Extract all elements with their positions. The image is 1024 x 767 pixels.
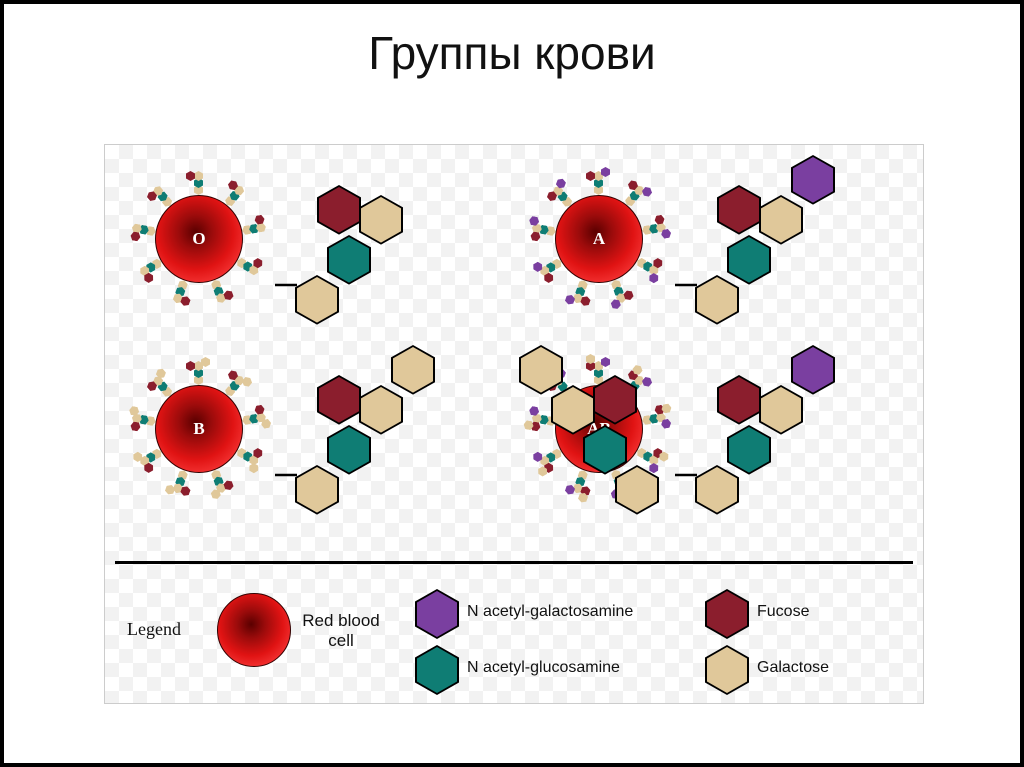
legend-label-glucosamine: N acetyl-glucosamine xyxy=(467,659,620,677)
legend-label-galactosamine: N acetyl-galactosamine xyxy=(467,603,633,621)
blood-group-A: A xyxy=(525,165,755,335)
rbc-A: A xyxy=(555,195,643,283)
legend-rbc-label: Red blood cell xyxy=(301,611,381,652)
antigen-chain-AB xyxy=(675,355,855,550)
rbc-B: B xyxy=(155,385,243,473)
legend-divider xyxy=(115,561,913,564)
legend-label-fucose: Fucose xyxy=(757,603,809,621)
antigen-chain-B xyxy=(275,355,455,550)
antigen-chain-A xyxy=(675,165,855,360)
legend-heading: Legend xyxy=(127,619,181,640)
rbc-O: O xyxy=(155,195,243,283)
blood-group-AB: AB xyxy=(525,355,755,525)
legend-rbc-swatch xyxy=(217,593,291,667)
slide-title: Группы крови xyxy=(4,26,1020,80)
blood-group-B: B xyxy=(125,355,355,525)
hex-galactose xyxy=(615,465,659,515)
hex-galactose xyxy=(519,345,563,395)
slide-root: Группы крови OABAB Legend Red blood cell… xyxy=(0,0,1024,767)
legend: Legend Red blood cell N acetyl-galactosa… xyxy=(105,575,923,695)
figure-frame: OABAB Legend Red blood cell N acetyl-gal… xyxy=(104,144,924,704)
antigen-chain-O xyxy=(275,165,455,360)
blood-group-O: O xyxy=(125,165,355,335)
legend-label-galactose: Galactose xyxy=(757,659,829,677)
